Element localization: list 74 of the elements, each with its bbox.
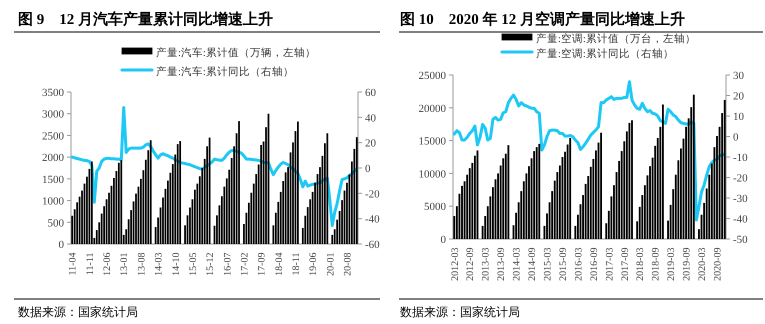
x-tick-label: 13-01 bbox=[119, 252, 130, 276]
y2-tick-label: 0 bbox=[365, 163, 371, 175]
x-tick-label: 13-08 bbox=[136, 252, 148, 276]
y-tick-label: 0 bbox=[58, 239, 64, 251]
y2-tick-label: 60 bbox=[365, 87, 376, 99]
x-tick-label: 2012-09 bbox=[465, 248, 476, 281]
x-tick-label: 2014-03 bbox=[512, 248, 523, 281]
x-tick-label: 2014-09 bbox=[527, 248, 538, 281]
x-tick-label: 20-01 bbox=[325, 252, 336, 276]
chart-title: 图 9 12 月汽车产量累计同比增速上升 bbox=[18, 10, 273, 28]
y2-tick-label: -30 bbox=[733, 193, 748, 205]
x-tick-label: 2019-03 bbox=[666, 248, 678, 281]
x-tick-label: 19-06 bbox=[308, 252, 320, 276]
x-tick-label: 2017-09 bbox=[620, 248, 631, 281]
y-tick-label: 500 bbox=[48, 217, 64, 230]
y2-tick-label: 40 bbox=[365, 112, 376, 124]
legend-label: 产量:空调:累计值（万台，左轴） bbox=[536, 32, 696, 45]
y-tick-label: 20000 bbox=[418, 102, 446, 115]
x-tick-label: 17-09 bbox=[256, 252, 268, 276]
legend-label: 产量:汽车:累计同比（右轴） bbox=[156, 65, 294, 78]
y2-tick-label: 0 bbox=[733, 132, 739, 144]
legend-label: 产量:空调:累计同比（右轴） bbox=[536, 47, 674, 60]
x-tick-label: 2015-03 bbox=[542, 248, 554, 281]
x-tick-label: 16-07 bbox=[222, 252, 234, 276]
y-tick-label: 0 bbox=[440, 234, 446, 246]
x-tick-label: 14-10 bbox=[170, 252, 182, 276]
x-tick-label: 2018-03 bbox=[635, 248, 646, 281]
y-tick-label: 1500 bbox=[42, 174, 64, 186]
y-tick-label: 15000 bbox=[418, 136, 446, 148]
y2-tick-label: -40 bbox=[365, 214, 380, 226]
y2-tick-label: -60 bbox=[365, 239, 380, 251]
x-tick-label: 2020-03 bbox=[697, 248, 708, 281]
x-tick-label: 2016-03 bbox=[573, 248, 584, 281]
x-tick-label: 14-03 bbox=[154, 252, 165, 276]
x-tick-label: 2018-09 bbox=[650, 248, 662, 281]
x-tick-label: 17-02 bbox=[239, 252, 250, 276]
y-tick-label: 2000 bbox=[42, 152, 64, 164]
x-tick-label: 20-08 bbox=[342, 252, 354, 276]
y2-tick-label: 20 bbox=[365, 138, 376, 150]
y-tick-label: 3500 bbox=[42, 87, 64, 99]
y2-tick-label: -20 bbox=[365, 188, 380, 200]
source-note: 数据来源：国家统计局 bbox=[18, 305, 138, 319]
y2-tick-label: 30 bbox=[733, 70, 744, 82]
x-tick-label: 2015-09 bbox=[558, 248, 569, 281]
y-tick-label: 1000 bbox=[42, 196, 64, 208]
chart-title: 图 10 2020 年 12 月空调产量同比增速上升 bbox=[400, 10, 685, 28]
x-tick-label: 11-11 bbox=[84, 252, 96, 276]
x-tick-label: 2019-09 bbox=[682, 248, 693, 281]
x-tick-label: 2020-09 bbox=[712, 248, 724, 281]
y-tick-label: 2500 bbox=[42, 130, 64, 142]
x-tick-label: 2016-09 bbox=[588, 248, 600, 281]
source-note: 数据来源：国家统计局 bbox=[400, 305, 520, 319]
y-tick-label: 10000 bbox=[418, 168, 446, 180]
x-tick-label: 12-06 bbox=[102, 252, 114, 276]
legend-label: 产量:汽车:累计值（万辆，左轴） bbox=[156, 46, 316, 59]
x-tick-label: 11-04 bbox=[68, 252, 79, 276]
y-tick-label: 5000 bbox=[424, 201, 446, 214]
x-tick-label: 2013-03 bbox=[480, 248, 492, 281]
x-tick-label: 18-04 bbox=[274, 252, 285, 276]
y2-tick-label: 20 bbox=[733, 90, 744, 102]
line-series bbox=[452, 80, 726, 222]
x-tick-label: 2012-03 bbox=[450, 248, 461, 281]
x-tick-label: 15-12 bbox=[205, 252, 216, 276]
x-tick-label: 15-05 bbox=[188, 252, 199, 276]
y2-tick-label: -40 bbox=[733, 214, 748, 226]
y-tick-label: 3000 bbox=[42, 108, 64, 121]
y2-tick-label: -20 bbox=[733, 172, 748, 184]
x-tick-label: 18-11 bbox=[290, 252, 302, 276]
y2-tick-label: -50 bbox=[733, 234, 748, 246]
y2-tick-label: -10 bbox=[733, 152, 748, 164]
y-tick-label: 25000 bbox=[418, 70, 446, 82]
x-tick-label: 2013-09 bbox=[496, 248, 508, 281]
x-tick-label: 2017-03 bbox=[604, 248, 616, 281]
y2-tick-label: 10 bbox=[733, 111, 744, 123]
